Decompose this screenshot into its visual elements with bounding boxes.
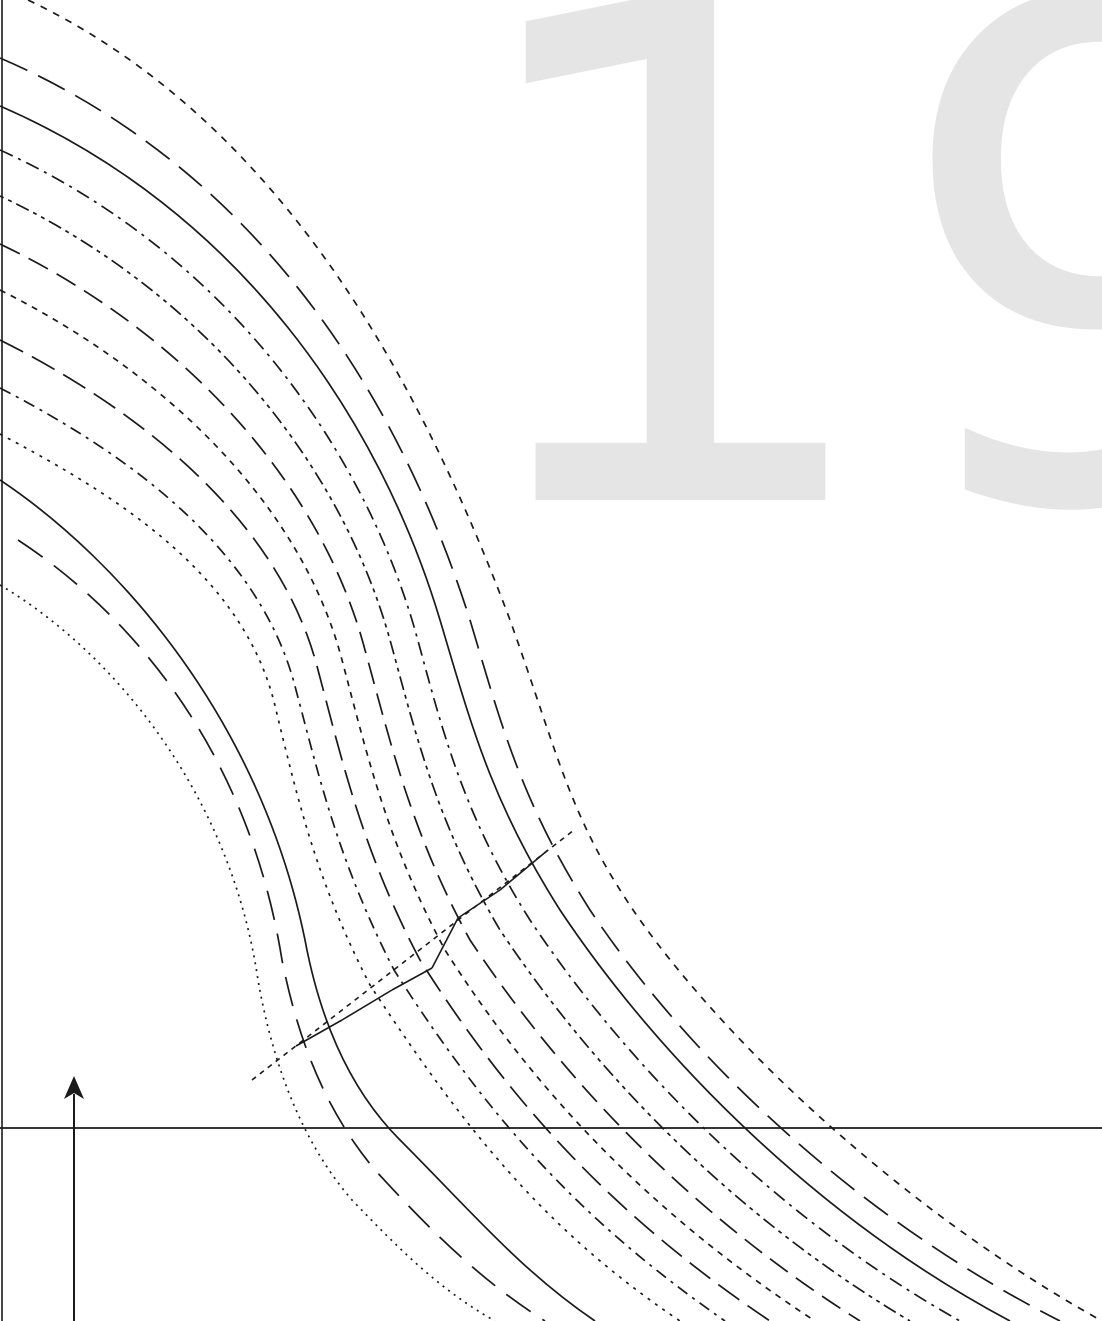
grainline-arrow xyxy=(64,1076,84,1321)
size-curve-10-dotted-dash xyxy=(0,433,681,1321)
notch-guide-line xyxy=(251,829,575,1081)
size-curve-5-dot-dash xyxy=(0,195,911,1321)
size-curve-11-solid xyxy=(0,479,596,1321)
notch-mark xyxy=(431,917,459,969)
piece-number-watermark: 19 xyxy=(450,0,1102,663)
size-curve-4-dash-dot xyxy=(0,149,961,1321)
size-curve-2-long-dash xyxy=(0,57,1061,1321)
notch-mark xyxy=(295,1019,343,1047)
size-curve-3-solid xyxy=(0,105,1011,1321)
notch-mark xyxy=(391,967,433,991)
size-curve-6-medium-dash xyxy=(0,243,861,1321)
notch-mark xyxy=(341,989,393,1021)
size-curve-1-short-dash xyxy=(27,0,1102,1321)
size-curve-7-fine-dash xyxy=(0,289,816,1321)
notch-mark xyxy=(457,889,501,919)
size-curve-12-long-dash xyxy=(17,539,546,1321)
size-curve-8-long-dash xyxy=(0,339,771,1321)
notch-mark xyxy=(499,849,549,891)
size-curve-13-dotted xyxy=(0,584,496,1321)
